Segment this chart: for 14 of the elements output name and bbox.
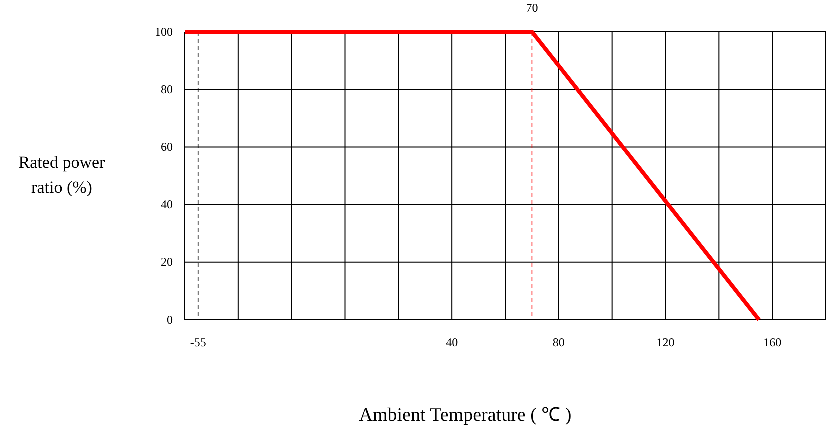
y-tick-label: 40 [161, 198, 173, 212]
x-tick-label: -55 [190, 336, 206, 350]
y-axis-title: Rated power ratio (%) [18, 153, 106, 197]
y-tick-label: 80 [161, 82, 173, 96]
ref-line-label: 70 [526, 1, 538, 15]
x-tick-label: 40 [446, 336, 458, 350]
y-tick-label: 100 [155, 24, 173, 39]
x-tick-label: 80 [552, 336, 565, 350]
x-tick-label: 120 [656, 336, 675, 350]
x-axis-title: Ambient Temperature ( ℃ ) [359, 405, 572, 426]
y-tick-label: 20 [161, 255, 173, 270]
y-tick-label: 0 [167, 312, 173, 327]
x-tick-label: 160 [764, 336, 782, 350]
y-tick-label: 60 [161, 140, 173, 154]
